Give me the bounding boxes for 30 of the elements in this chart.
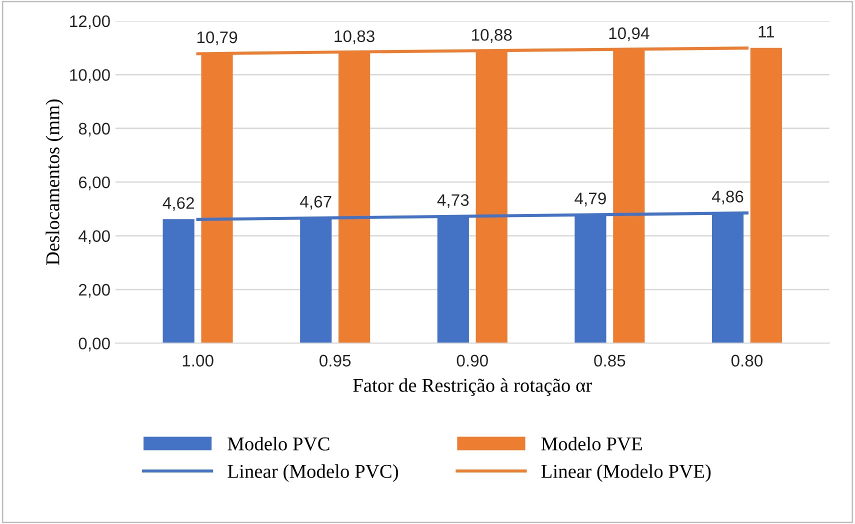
bar [750,48,782,344]
data-label: 10,94 [609,27,650,42]
y-tick-label: 6,00 [78,176,110,190]
y-axis-title: Deslocamentos (mm) [46,100,64,265]
y-tick-label: 8,00 [78,122,110,137]
data-label: 4,73 [437,194,469,208]
x-axis-title: Fator de Restrição à rotação αr [353,378,592,396]
x-tick-label: 0.90 [456,354,488,367]
bar [162,219,194,344]
data-label: 11 [758,26,774,38]
x-tick-label: 0.80 [731,354,763,367]
x-tick-label: 0.85 [594,354,626,367]
data-label: 10,83 [334,30,374,44]
y-tick-label: 4,00 [78,230,110,244]
data-label: 4,86 [712,190,744,204]
legend-label: Linear (Modelo PVC) [228,464,398,482]
data-label: 4,67 [300,196,332,210]
y-tick-label: 0,00 [78,338,110,352]
data-label: 10,88 [472,28,512,43]
legend-label: Modelo PVC [228,436,330,451]
legend-label: Modelo PVE [541,436,642,451]
x-tick-label: 1.00 [182,354,214,367]
data-label: 4,62 [162,197,194,211]
data-label: 10,79 [197,31,238,46]
y-tick-label: 2,00 [78,284,110,298]
x-tick-label: 0.95 [320,354,351,367]
data-label: 4,79 [574,192,606,206]
legend-label: Linear (Modelo PVE) [541,464,711,482]
y-tick-label: 10,00 [70,69,110,83]
y-tick-label: 12,00 [70,15,110,30]
